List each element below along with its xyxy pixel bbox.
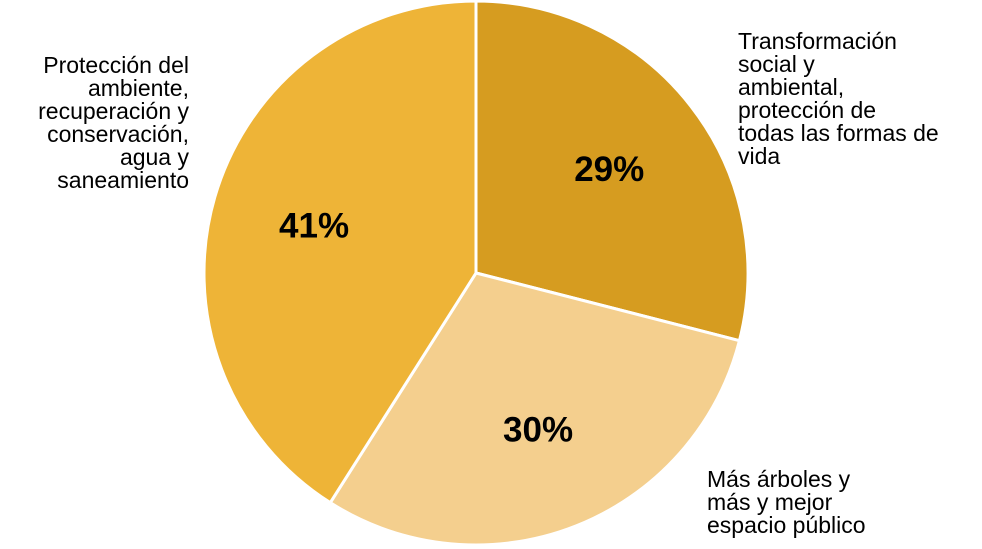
label-line: Transformación <box>738 28 897 54</box>
label-line: más y mejor <box>707 489 833 515</box>
label-line: Más árboles y <box>707 466 851 492</box>
slice-label-transformacion: Transformación social y ambiental, prote… <box>738 30 939 168</box>
label-line: todas las formas de <box>738 120 939 146</box>
label-line: ambiental, <box>738 74 845 100</box>
label-line: Protección del <box>43 52 189 78</box>
percent-label: 29% <box>574 150 644 189</box>
label-line: ambiente, <box>87 75 189 101</box>
label-line: protección de <box>738 97 877 123</box>
percent-label: 41% <box>279 206 349 245</box>
slice-proteccion <box>202 0 478 505</box>
slice-transformacion <box>474 0 750 343</box>
percent-label: 30% <box>503 410 573 449</box>
percent-labels: 29% 30% 41% <box>279 150 644 449</box>
slice-mas-arboles <box>328 271 741 547</box>
pie-slices <box>202 0 750 547</box>
label-line: conservación, <box>47 121 189 147</box>
slice-label-mas-arboles: Más árboles y más y mejor espacio públic… <box>707 468 866 537</box>
label-line: espacio público <box>707 512 866 538</box>
label-line: recuperación y <box>38 98 189 124</box>
label-line: social y <box>738 51 815 77</box>
label-line: vida <box>738 143 781 169</box>
label-line: agua y <box>119 144 189 170</box>
slice-label-proteccion: Protección del ambiente, recuperación y … <box>38 54 189 192</box>
label-line: saneamiento <box>57 167 189 193</box>
